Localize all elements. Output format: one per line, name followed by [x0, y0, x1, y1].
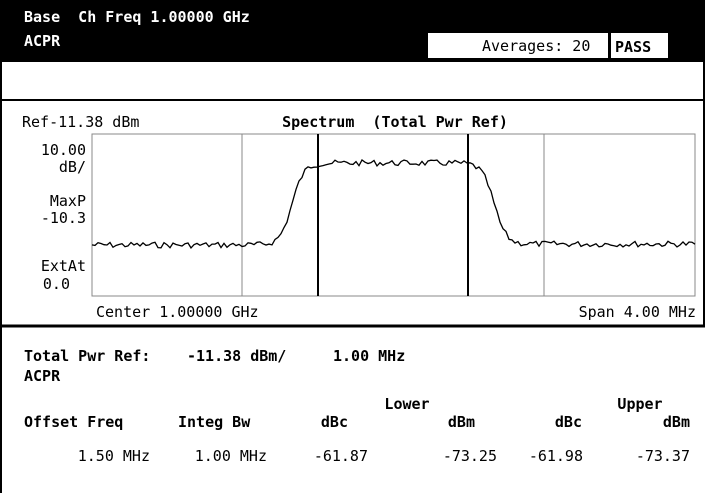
cell: -73.25: [443, 447, 497, 465]
ext-att: ExtAt: [41, 257, 86, 275]
group-label: Lower: [384, 395, 429, 413]
cell: -61.87: [314, 447, 368, 465]
spectrum-title: Spectrum (Total Pwr Ref): [282, 113, 508, 131]
results-mode: ACPR: [24, 367, 61, 385]
header-mode: ACPR: [24, 32, 61, 50]
scale-unit: dB/: [59, 158, 86, 176]
scale: 10.00: [41, 141, 86, 159]
bandwidth: 1.00 MHz: [333, 347, 405, 365]
detector-value: -10.3: [41, 209, 86, 227]
averages-box: [428, 33, 608, 58]
center-freq: Center 1.00000 GHz: [96, 303, 259, 321]
total-pwr-label: Total Pwr Ref:: [24, 347, 150, 365]
column-header: dBm: [448, 413, 475, 431]
status: PASS: [615, 38, 651, 56]
column-header: dBc: [321, 413, 348, 431]
cell: 1.00 MHz: [195, 447, 267, 465]
header-title: Base Ch Freq 1.00000 GHz: [24, 8, 250, 26]
column-header: dBc: [555, 413, 582, 431]
averages: Averages: 20: [482, 37, 590, 55]
column-header: Offset Freq: [24, 413, 123, 431]
status-box: [611, 33, 668, 58]
graticule: [91, 133, 696, 297]
ref-level: Ref-11.38 dBm: [22, 113, 139, 131]
column-header: dBm: [663, 413, 690, 431]
cell: -61.98: [529, 447, 583, 465]
detector: MaxP: [50, 192, 86, 210]
group-label: Upper: [617, 395, 662, 413]
span: Span 4.00 MHz: [579, 303, 696, 321]
cell: 1.50 MHz: [78, 447, 150, 465]
column-header: Integ Bw: [178, 413, 251, 431]
total-pwr: -11.38 dBm/: [187, 347, 286, 365]
cell: -73.37: [636, 447, 690, 465]
spectrum-trace: [91, 159, 696, 249]
ext-att-value: 0.0: [43, 275, 70, 293]
